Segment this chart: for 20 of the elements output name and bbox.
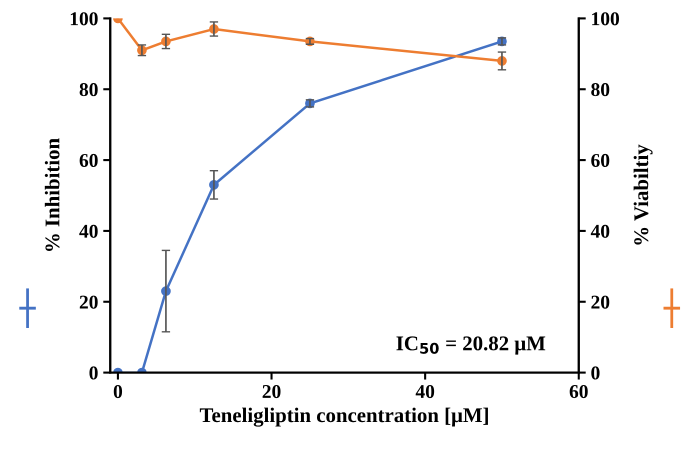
x-tick-label: 40 — [416, 384, 434, 398]
y-tick-label: 60 — [80, 154, 98, 168]
x-tick-label: 0 — [114, 384, 122, 398]
y-tick-label: 20 — [80, 296, 98, 309]
y2-tick-label: 100 — [592, 12, 619, 26]
y2-tick-label: 40 — [590, 224, 610, 238]
y-tick-label: 0 — [89, 366, 98, 380]
x-tick-label: 20 — [262, 384, 281, 398]
x-tick-label: 60 — [570, 384, 588, 398]
y2-tick-label: 60 — [591, 154, 610, 168]
y-tick-label: 100 — [70, 12, 98, 26]
x-axis-title: Teneligliptin concentration [μM] — [200, 408, 488, 427]
y-tick-label: 80 — [80, 83, 98, 96]
y2-tick-label: 20 — [591, 296, 610, 309]
y-axis-title: % Inhibition — [44, 138, 60, 251]
y2-tick-label: 80 — [591, 83, 610, 96]
annotation: IC$_{50}$ = 20.82 μM — [396, 336, 546, 355]
y-tick-label: 40 — [79, 224, 98, 238]
y2-axis-title: % Viabiltiy — [634, 144, 653, 245]
y2-tick-label: 0 — [591, 366, 600, 380]
